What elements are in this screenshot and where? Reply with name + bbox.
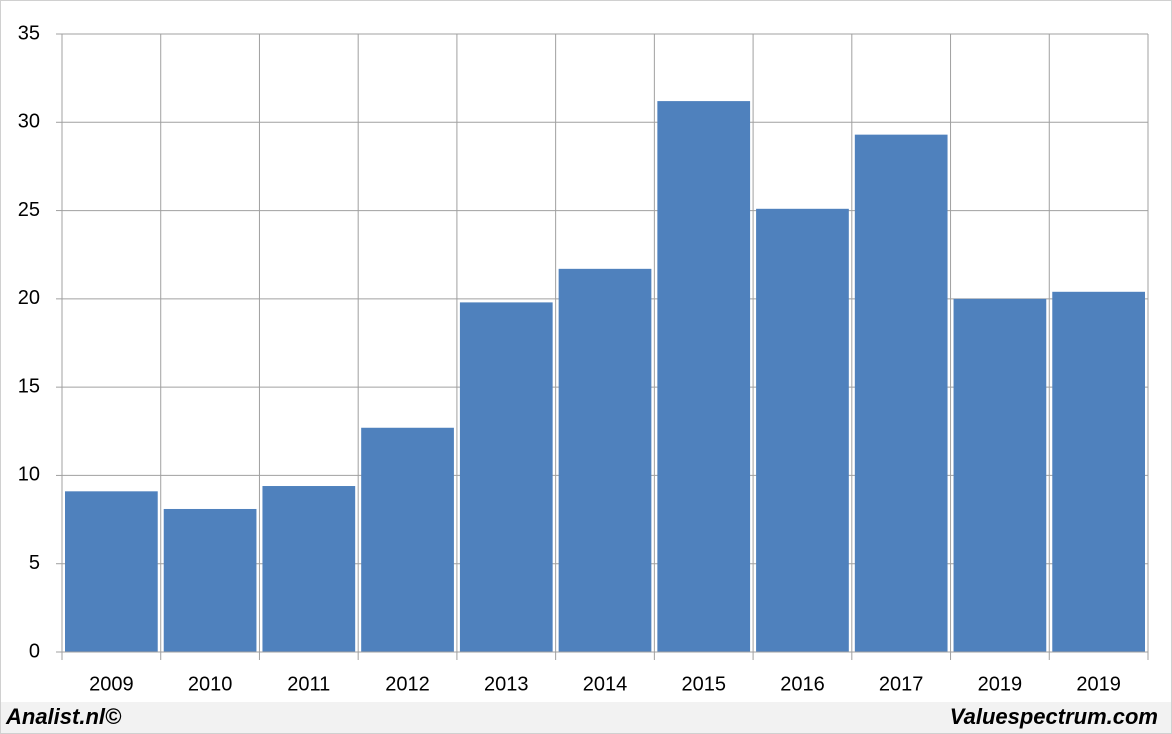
plot: 0 5 10 15 20 25 30 35 2009 2010 2011 2012 2013 2014 20…: [18, 22, 1149, 695]
bar: [361, 427, 454, 652]
y-tick-label: 15: [18, 375, 40, 397]
bar: [854, 134, 948, 652]
y-tick-label: 10: [18, 464, 40, 486]
bar: [558, 268, 652, 652]
y-tick-label: 25: [18, 199, 40, 221]
y-tick-label: 35: [18, 22, 40, 44]
x-tick-label: 2019: [1076, 673, 1121, 695]
y-tick-label: 30: [18, 111, 40, 133]
bar: [163, 508, 257, 652]
bar: [1052, 291, 1145, 652]
x-tick-label: 2017: [879, 673, 924, 695]
bar: [262, 486, 356, 652]
y-tick-label: 20: [18, 287, 40, 309]
x-tick-label: 2015: [681, 673, 726, 695]
source-right: Valuespectrum.com: [950, 704, 1158, 729]
y-tick-label: 5: [29, 552, 40, 574]
bar: [65, 491, 158, 652]
x-tick-label: 2009: [89, 673, 134, 695]
bar: [953, 298, 1047, 652]
bar: [459, 302, 553, 652]
x-tick-label: 2010: [188, 673, 233, 695]
x-tick-label: 2012: [385, 673, 430, 695]
bar: [657, 101, 751, 652]
footer-band: [1, 702, 1171, 733]
x-tick-label: 2019: [978, 673, 1023, 695]
x-tick-label: 2011: [287, 673, 330, 695]
y-tick-label: 0: [29, 640, 40, 662]
x-tick-label: 2016: [780, 673, 825, 695]
x-tick-label: 2013: [484, 673, 529, 695]
source-left: Analist.nl©: [5, 704, 122, 729]
bar: [756, 208, 849, 652]
x-tick-label: 2014: [583, 673, 628, 695]
